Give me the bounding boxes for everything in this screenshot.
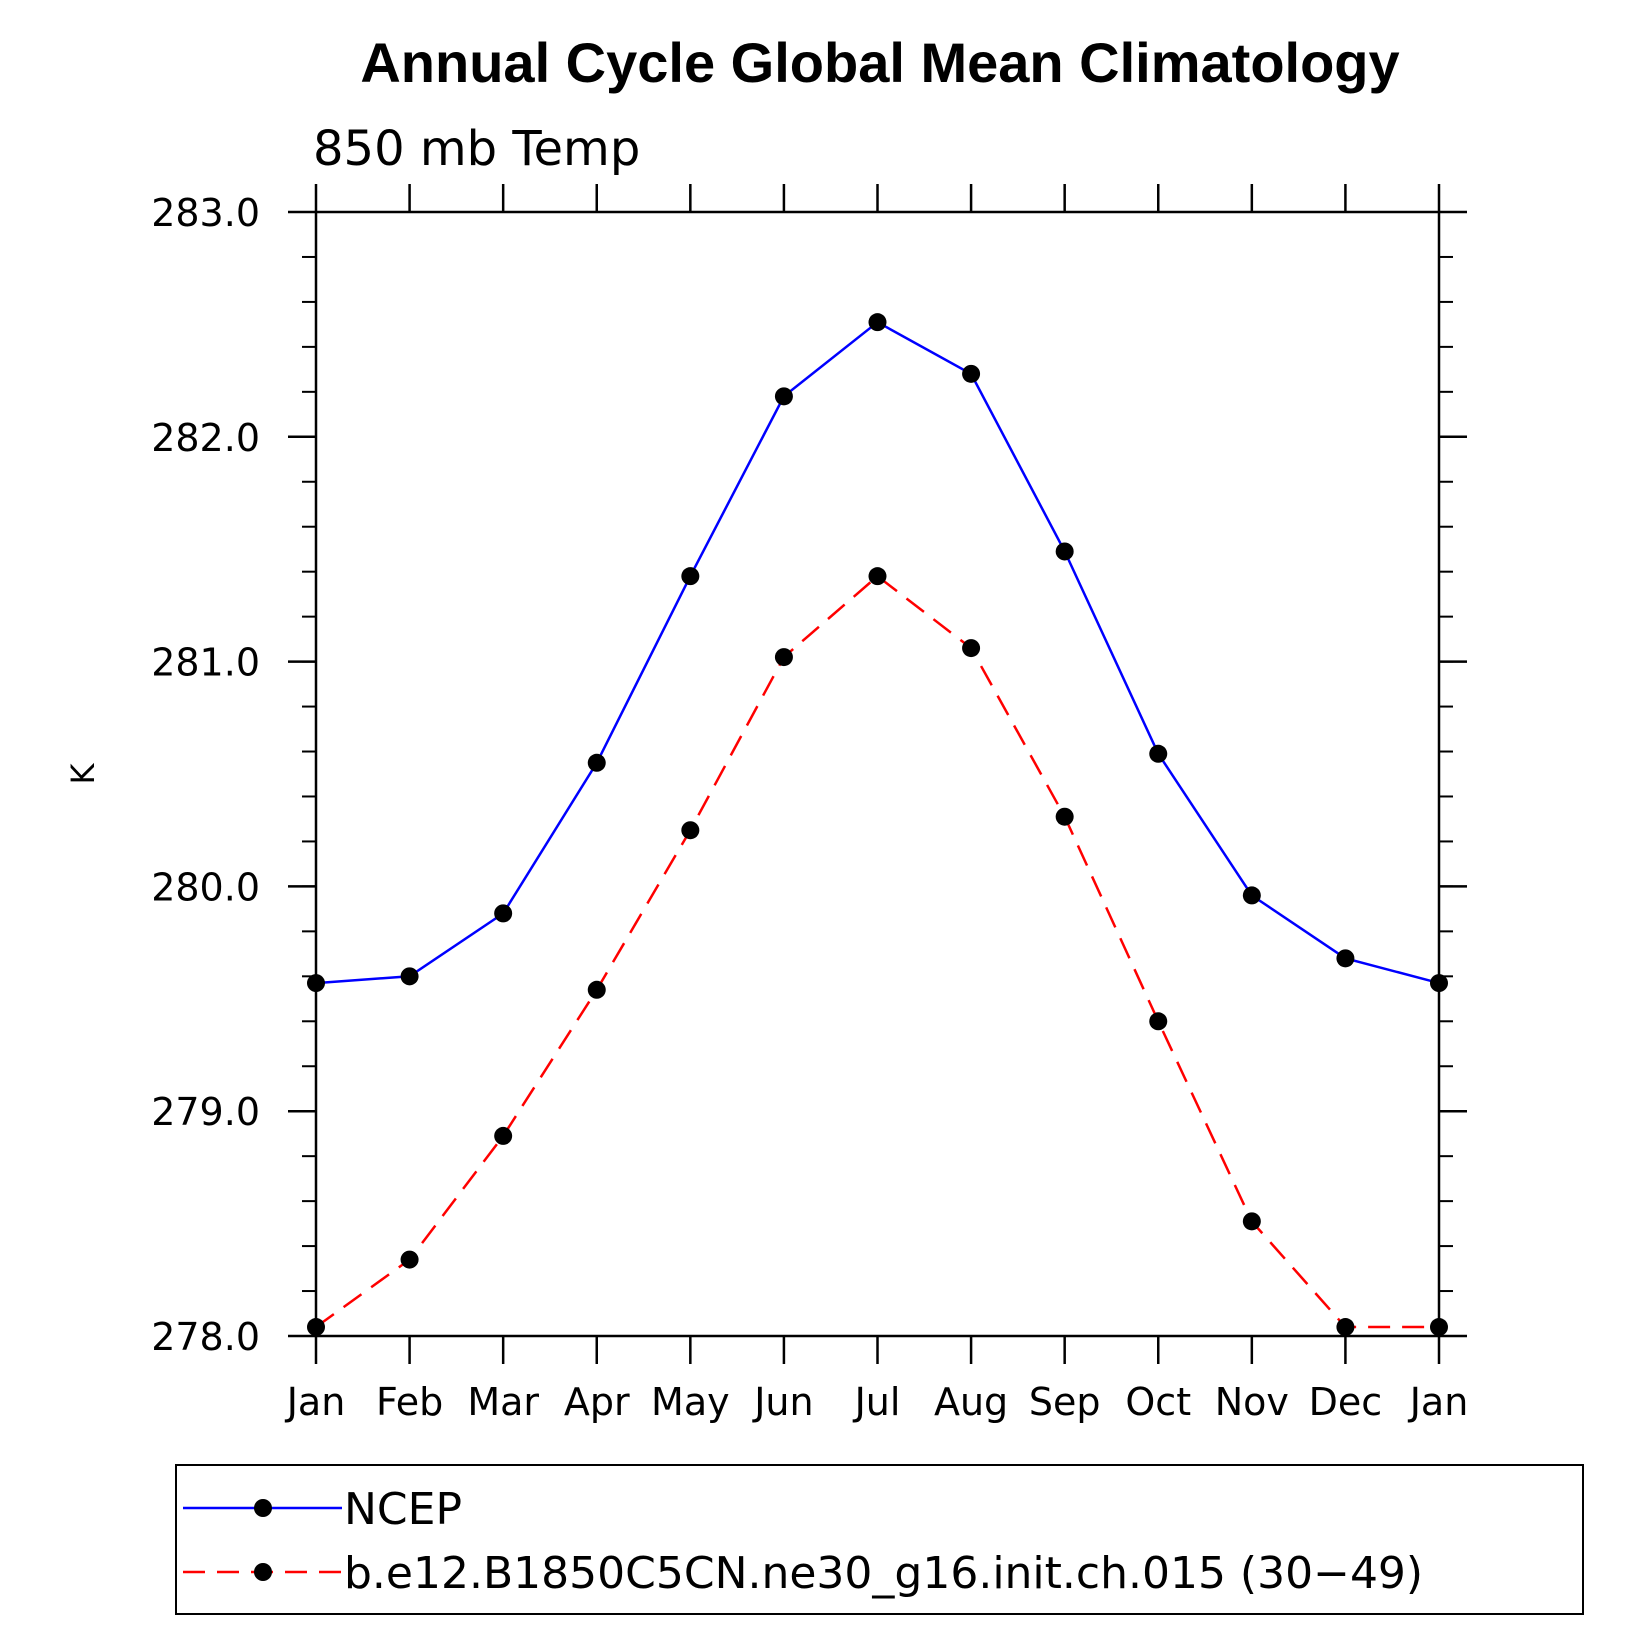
- y-tick-labels: 278.0 279.0 280.0 281.0 282.0 283.0: [151, 191, 260, 1359]
- data-point: [1149, 1012, 1168, 1031]
- x-tick-label: Apr: [564, 1380, 630, 1424]
- legend-label-ncep: NCEP: [344, 1484, 462, 1535]
- y-tick-label: 278.0: [151, 1315, 260, 1359]
- x-tick-labels: Jan Feb Mar Apr May Jun Jul Aug Sep Oct Nov Dec Jan: [285, 1380, 1469, 1424]
- data-point: [400, 1250, 419, 1269]
- x-tick-label: Feb: [376, 1380, 443, 1424]
- series-line-1: [315, 574, 1439, 1329]
- legend-box: [175, 1464, 1584, 1615]
- x-tick-label: Nov: [1215, 1380, 1289, 1424]
- x-tick-label: Oct: [1125, 1380, 1191, 1424]
- y-axis-label: K: [64, 762, 102, 784]
- x-tick-label: Mar: [467, 1380, 539, 1424]
- x-tick-label: Sep: [1029, 1380, 1101, 1424]
- data-point: [587, 980, 606, 999]
- data-point: [1336, 949, 1355, 968]
- x-tick-label: Jul: [853, 1380, 901, 1424]
- data-point: [400, 967, 419, 986]
- x-tick-label: Dec: [1309, 1380, 1383, 1424]
- data-point: [868, 313, 887, 332]
- data-point: [587, 753, 606, 772]
- chart-subtitle: 850 mb Temp: [313, 121, 640, 177]
- x-tick-label: Aug: [934, 1380, 1008, 1424]
- axis-ticks: [288, 184, 1467, 1364]
- data-point: [1242, 1212, 1261, 1231]
- y-tick-label: 283.0: [151, 191, 260, 235]
- data-point: [1149, 744, 1168, 763]
- data-point: [1055, 542, 1074, 561]
- data-point: [1336, 1318, 1355, 1337]
- legend: NCEP b.e12.B1850C5CN.ne30_g16.init.ch.01…: [175, 1464, 1584, 1615]
- series-layer: [307, 313, 1448, 1337]
- chart-title: Annual Cycle Global Mean Climatology: [360, 31, 1399, 94]
- data-point: [681, 567, 700, 586]
- y-tick-label: 280.0: [151, 865, 260, 909]
- data-point: [774, 387, 793, 406]
- data-point: [868, 567, 887, 586]
- data-point: [681, 821, 700, 840]
- data-point: [774, 648, 793, 667]
- data-point: [962, 364, 981, 383]
- x-tick-label: Jun: [752, 1380, 813, 1424]
- data-point: [494, 904, 513, 923]
- data-point: [1055, 807, 1074, 826]
- y-tick-label: 282.0: [151, 416, 260, 460]
- data-point: [1242, 886, 1261, 905]
- data-point: [962, 639, 981, 658]
- plot-frame: [314, 210, 1441, 1338]
- data-point: [494, 1126, 513, 1145]
- x-tick-label: Jan: [1408, 1380, 1469, 1424]
- legend-label-model: b.e12.B1850C5CN.ne30_g16.init.ch.015 (30…: [344, 1548, 1423, 1599]
- x-tick-label: Jan: [285, 1380, 346, 1424]
- legend-marker-ncep: [254, 1499, 272, 1517]
- legend-marker-model: [254, 1563, 272, 1581]
- x-tick-label: May: [651, 1380, 730, 1424]
- series-line-0: [315, 320, 1440, 985]
- y-tick-label: 279.0: [151, 1090, 260, 1134]
- y-tick-label: 281.0: [151, 641, 260, 685]
